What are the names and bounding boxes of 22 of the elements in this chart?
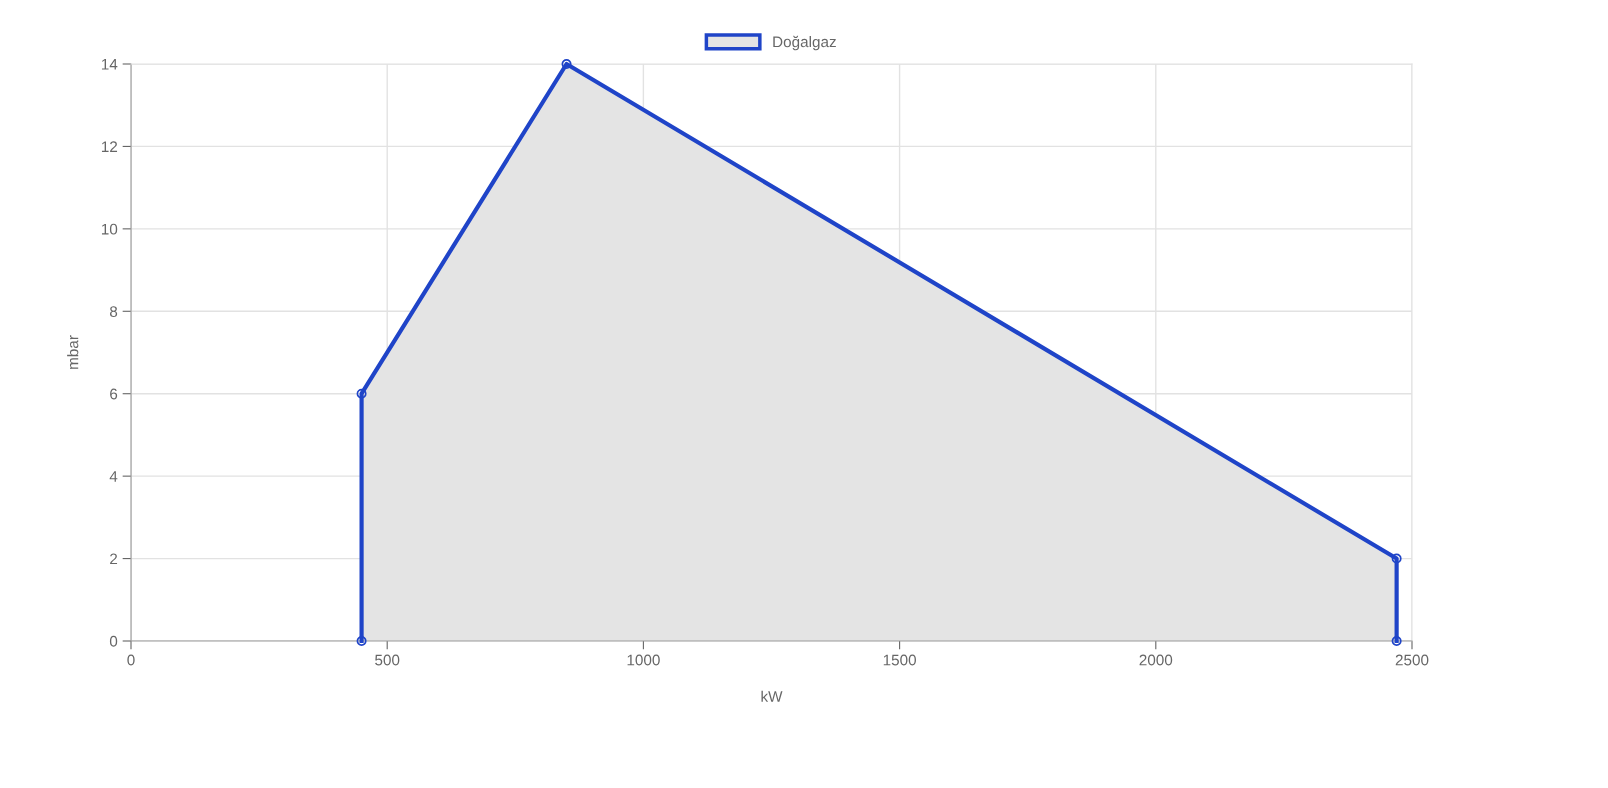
y-tick-label: 14: [101, 59, 118, 70]
point: [561, 58, 572, 70]
x-tick-label: 2500: [1395, 654, 1429, 666]
x-tick-label: 1500: [883, 654, 916, 666]
x-tick-label: 0: [127, 654, 135, 666]
y-tick-label: 0: [109, 635, 118, 647]
x-axis-title: kW: [761, 690, 783, 702]
y-tick-label: 2: [110, 553, 118, 565]
legend-label: Doğalgaz: [773, 35, 836, 51]
x-tick-label: 2000: [1139, 654, 1173, 666]
point: [1391, 553, 1402, 564]
y-tick-label: 10: [101, 223, 118, 235]
y-tick-label: 8: [109, 306, 118, 317]
x-tick-label: 1000: [627, 654, 660, 666]
y-tick-label: 12: [101, 141, 118, 152]
y-tick-label: 4: [109, 471, 118, 482]
y-tick-label: 6: [110, 388, 118, 400]
x-tick-label: 500: [375, 654, 400, 666]
point: [1391, 635, 1402, 647]
point: [356, 388, 367, 399]
y-axis-title: mbar: [67, 335, 79, 369]
point: [356, 635, 367, 647]
